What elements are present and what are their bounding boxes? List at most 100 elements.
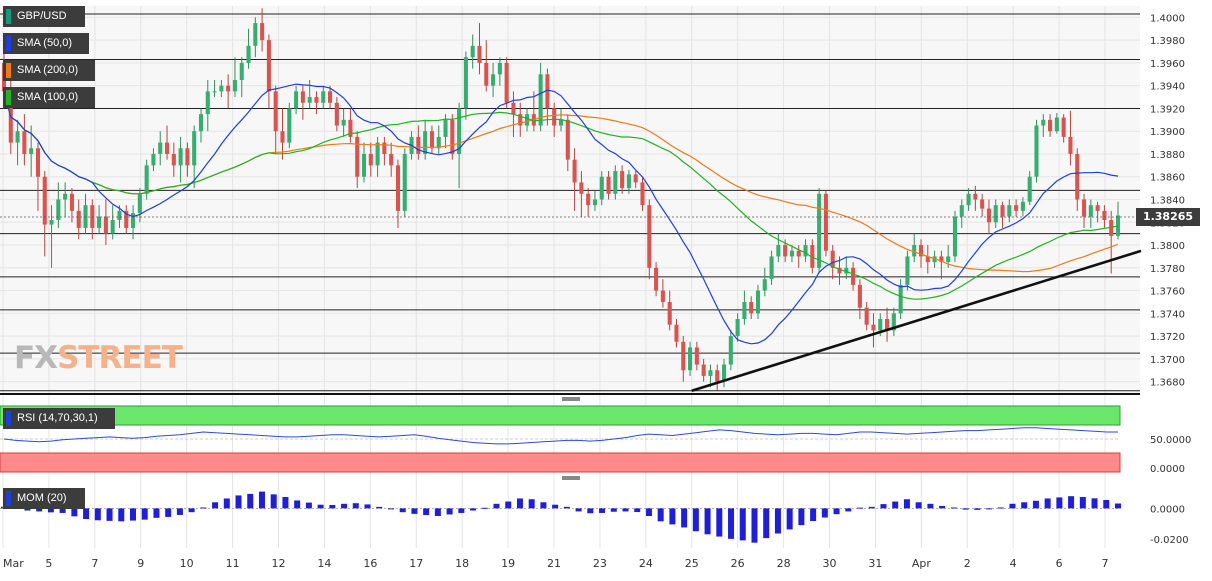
sma50-line xyxy=(3,83,1119,345)
candle-body xyxy=(966,193,971,206)
candle-body xyxy=(470,45,475,58)
overlay-label-sma200[interactable]: SMA (200,0) xyxy=(3,60,95,81)
mom-bar xyxy=(341,503,348,509)
mom-bar xyxy=(622,508,629,512)
x-tick-label: 23 xyxy=(593,557,607,570)
candle-body xyxy=(42,176,47,225)
candle-body xyxy=(361,153,367,177)
mom-bar xyxy=(106,508,113,521)
mom-bar xyxy=(94,508,101,521)
candle-body xyxy=(436,136,441,149)
mom-label-text: MOM (20) xyxy=(17,492,67,504)
candle-body xyxy=(164,142,170,154)
mom-bar xyxy=(376,506,383,509)
candle-body xyxy=(558,119,564,126)
sma200-label-text: SMA (200,0) xyxy=(17,64,79,76)
mom-bar xyxy=(1079,496,1086,509)
candle-body xyxy=(103,216,108,234)
candle-body xyxy=(830,250,835,268)
y-tick-label: 1.3920 xyxy=(1150,104,1185,115)
candle-body xyxy=(491,74,496,86)
rsi-overbought-zone xyxy=(0,405,1121,426)
x-tick-label: Apr xyxy=(912,557,932,570)
rsi-line xyxy=(3,427,1118,445)
mom-bar xyxy=(294,500,301,509)
candle-body xyxy=(334,102,339,126)
mom-label[interactable]: MOM (20) xyxy=(3,488,85,509)
x-tick-label: 12 xyxy=(272,557,286,570)
candle-body xyxy=(993,205,998,223)
candle-body xyxy=(232,79,237,92)
mom-bar xyxy=(1021,502,1028,509)
candle-body xyxy=(266,40,271,92)
mom-bar xyxy=(387,508,394,510)
mom-bar xyxy=(892,501,899,509)
candle-body xyxy=(851,267,856,285)
rsi-label[interactable]: RSI (14,70,30,1) xyxy=(3,408,115,429)
mom-bar xyxy=(821,508,828,518)
mom-bar xyxy=(599,508,606,513)
candle-body xyxy=(1048,119,1053,132)
mom-bar xyxy=(716,508,723,537)
candle-body xyxy=(837,267,842,274)
candle-body xyxy=(817,193,822,268)
mom-bar xyxy=(505,501,512,509)
candle-body xyxy=(273,91,278,132)
mom-bar xyxy=(915,502,922,509)
candle-body xyxy=(1068,136,1073,154)
candle-body xyxy=(22,131,27,154)
candle-body xyxy=(946,256,951,263)
candle-body xyxy=(158,142,163,154)
mom-bar xyxy=(352,503,359,509)
x-tick-label: 26 xyxy=(731,557,745,570)
y-tick-label: 1.3760 xyxy=(1150,287,1185,298)
candle-body xyxy=(789,250,794,257)
candle-body xyxy=(1007,205,1012,217)
mom-bar xyxy=(516,498,523,509)
candle-body xyxy=(192,131,197,166)
y-tick-label: 1.3940 xyxy=(1150,82,1185,93)
rsi-tick-label: 50.0000 xyxy=(1150,435,1191,446)
candle-body xyxy=(776,245,781,257)
x-tick-label: 7 xyxy=(1102,557,1109,570)
symbol-label[interactable]: GBP/USD xyxy=(3,6,85,27)
x-tick-label: 10 xyxy=(180,557,194,570)
overlay-label-sma50[interactable]: SMA (50,0) xyxy=(3,33,89,54)
candle-body xyxy=(1054,117,1059,132)
overlay-label-sma100[interactable]: SMA (100,0) xyxy=(3,87,95,108)
candle-body xyxy=(83,205,88,228)
candle-body xyxy=(294,91,299,109)
candle-body xyxy=(124,210,129,228)
candle-body xyxy=(620,171,625,189)
rsi-label-text: RSI (14,70,30,1) xyxy=(17,412,98,424)
candle-body xyxy=(599,176,604,200)
mom-bar xyxy=(962,508,969,510)
candle-body xyxy=(728,336,733,365)
x-tick-label: 30 xyxy=(823,557,837,570)
candle-body xyxy=(681,341,686,371)
candle-body xyxy=(796,250,801,257)
mom-bar xyxy=(165,508,172,517)
mom-bar xyxy=(1091,498,1098,509)
candle-body xyxy=(137,193,142,214)
watermark-fx: FX xyxy=(14,340,58,376)
candle-body xyxy=(925,256,930,263)
rsi-tick-label: 0.0000 xyxy=(1150,464,1185,475)
candle-body xyxy=(76,210,81,228)
mom-bar xyxy=(446,508,453,515)
candle-body xyxy=(518,114,523,126)
candle-body xyxy=(810,245,815,268)
mom-bar xyxy=(974,508,981,510)
candle-body xyxy=(402,153,407,211)
candle-body xyxy=(980,199,985,209)
candle-body xyxy=(307,97,312,103)
mom-bar xyxy=(83,508,90,520)
candle-body xyxy=(321,91,326,103)
y-tick-label: 1.3780 xyxy=(1150,264,1185,275)
candle-body xyxy=(144,165,149,194)
watermark: FXSTREET xyxy=(14,340,183,376)
candle-body xyxy=(178,148,183,166)
candle-body xyxy=(1020,201,1025,211)
